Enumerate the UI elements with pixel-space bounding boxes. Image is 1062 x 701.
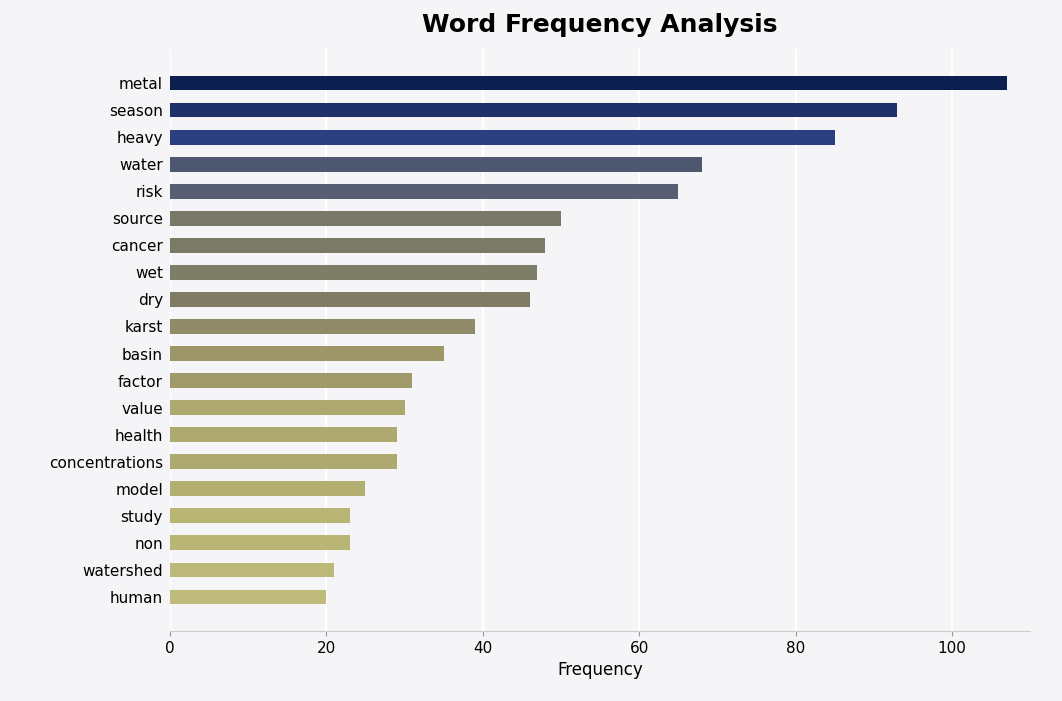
Bar [170, 102, 897, 118]
Bar [170, 76, 1007, 90]
Bar [170, 184, 679, 198]
Bar [170, 427, 397, 442]
Bar [170, 346, 444, 361]
Title: Word Frequency Analysis: Word Frequency Analysis [423, 13, 777, 37]
Bar [170, 265, 537, 280]
Bar [170, 508, 349, 523]
Bar [170, 238, 545, 253]
Bar [170, 590, 326, 604]
Bar [170, 292, 530, 307]
Bar [170, 562, 335, 578]
Bar [170, 319, 475, 334]
Bar [170, 482, 365, 496]
Bar [170, 130, 835, 144]
Bar [170, 536, 349, 550]
Bar [170, 373, 412, 388]
Bar [170, 454, 397, 469]
X-axis label: Frequency: Frequency [558, 661, 643, 679]
Bar [170, 157, 702, 172]
Bar [170, 400, 405, 415]
Bar [170, 211, 561, 226]
